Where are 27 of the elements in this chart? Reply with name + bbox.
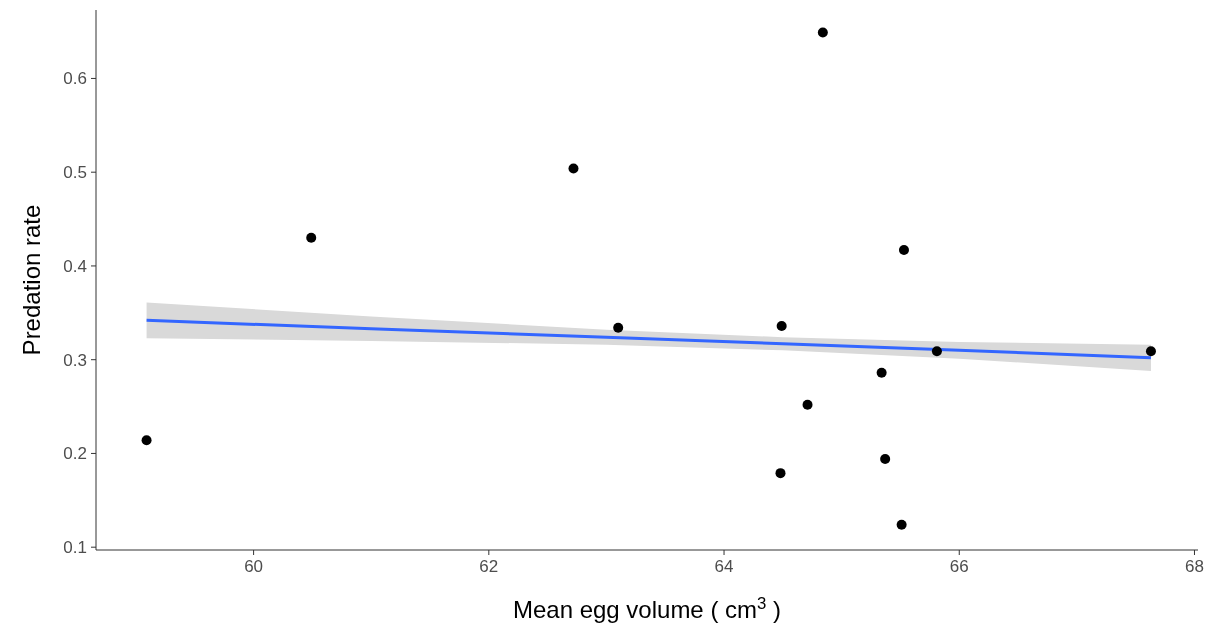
x-tick-label: 66	[949, 557, 969, 576]
x-axis-title: Mean egg volume ( cm$^{3}$ )	[512, 593, 782, 623]
x-tick-label: 62	[479, 557, 499, 576]
point	[931, 346, 942, 357]
point	[775, 468, 786, 479]
y-tick-label: 0.2	[63, 444, 87, 464]
y-axis-title: Predation rate	[18, 204, 45, 356]
x-tick-label: 68	[1185, 557, 1204, 576]
x-tick-label: 64	[714, 557, 734, 576]
point	[898, 245, 909, 255]
point	[568, 163, 579, 174]
y-tick-label: 0.5	[63, 163, 87, 183]
point	[141, 435, 152, 446]
point	[1145, 346, 1156, 357]
point	[817, 27, 828, 38]
point	[776, 320, 787, 331]
point	[802, 399, 813, 410]
y-tick-label: 0.4	[63, 256, 87, 276]
point	[880, 454, 891, 465]
y-tick-label: 0.6	[63, 69, 87, 89]
point	[306, 232, 317, 243]
point	[613, 322, 624, 333]
y-tick-label: 0.3	[63, 350, 87, 370]
x-tick-label: 60	[244, 557, 264, 576]
y-tick-label: 0.1	[63, 538, 87, 558]
point	[876, 367, 887, 378]
point	[896, 519, 907, 530]
